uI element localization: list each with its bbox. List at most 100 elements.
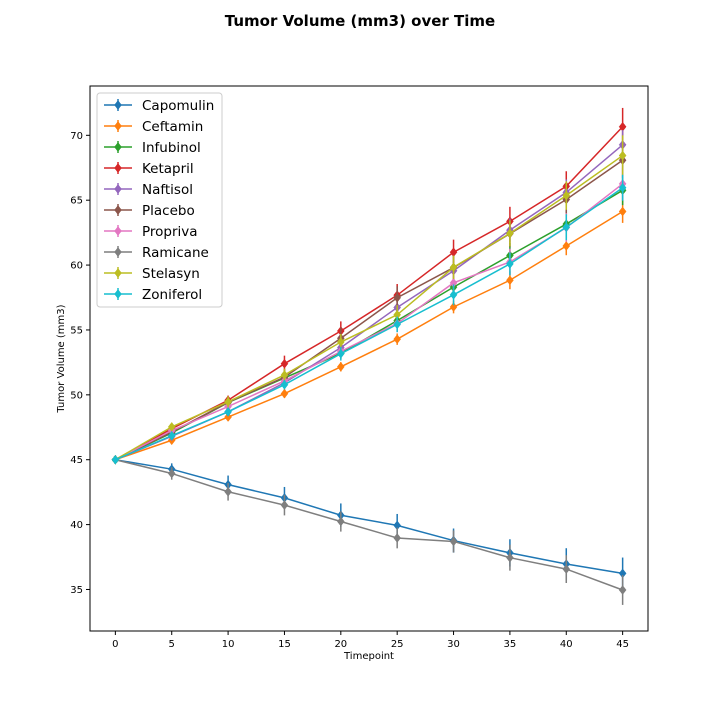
x-tick-label: 35: [504, 639, 517, 650]
legend-item-placebo: Placebo: [104, 203, 195, 219]
x-tick-label: 45: [616, 639, 629, 650]
data-point-zoniferol: [506, 258, 514, 269]
data-point-ramicane: [280, 500, 289, 511]
data-point-ramicane: [506, 552, 514, 563]
data-point-ceftamin: [280, 388, 289, 399]
data-point-zoniferol: [167, 430, 176, 441]
data-point-zoniferol: [562, 222, 571, 233]
legend-swatch-marker: [114, 184, 122, 194]
series-line-stelasyn: [114, 154, 624, 461]
legend-label: Capomulin: [142, 98, 214, 114]
y-tick-label: 50: [70, 390, 83, 401]
axes: 0 5 10 15 20 25 30 35 40 45 35 40 45 50 55 60 65 70: [70, 131, 629, 650]
data-point-ramicane: [224, 486, 232, 497]
y-tick-label: 35: [70, 585, 83, 596]
legend-swatch-marker: [114, 226, 122, 236]
series-line-ramicane: [115, 458, 623, 591]
legend-swatch-marker: [114, 247, 122, 257]
series-line-capomulin: [115, 458, 623, 575]
legend-label: Infubinol: [142, 140, 201, 156]
x-tick-label: 10: [222, 639, 235, 650]
series-line-zoniferol: [115, 187, 624, 461]
data-point-ketapril: [280, 358, 289, 369]
legend-label: Stelasyn: [142, 266, 200, 282]
data-point-zoniferol: [224, 406, 232, 417]
series-capomulin: [111, 454, 627, 590]
legend-swatch-marker: [114, 268, 122, 278]
data-point-zoniferol: [336, 348, 345, 359]
data-point-zoniferol: [449, 289, 458, 300]
data-point-stelasyn: [336, 337, 345, 347]
data-point-ramicane: [562, 564, 571, 575]
y-tick-label: 40: [70, 520, 83, 531]
data-point-ramicane: [618, 585, 627, 595]
series-line-ceftamin: [115, 210, 624, 461]
legend-label: Naftisol: [142, 182, 193, 198]
legend-item-ramicane: Ramicane: [104, 245, 209, 261]
chart-title: Tumor Volume (mm3) over Time: [225, 12, 495, 30]
y-tick-label: 65: [70, 196, 83, 207]
data-point-ceftamin: [618, 206, 627, 217]
x-tick-label: 20: [334, 639, 347, 650]
data-point-zoniferol: [280, 379, 289, 390]
legend-label: Propriva: [142, 224, 198, 240]
data-point-zoniferol: [393, 319, 402, 330]
legend-label: Ceftamin: [142, 119, 203, 135]
legend-item-ketapril: Ketapril: [104, 161, 194, 177]
plot-frame: [89, 85, 649, 632]
series-layer: [111, 107, 627, 605]
data-point-stelasyn: [562, 190, 571, 201]
data-point-stelasyn: [280, 370, 289, 380]
legend-label: Ramicane: [142, 245, 209, 261]
x-tick-label: 25: [391, 639, 404, 650]
x-axis-label: Timepoint: [343, 651, 394, 662]
legend-swatch-marker: [114, 142, 122, 152]
legend: Capomulin Ceftamin Infubinol Ketapril Naftis…: [96, 92, 223, 308]
y-tick-label: 70: [70, 131, 83, 142]
x-tick-label: 5: [169, 639, 175, 650]
data-point-ramicane: [336, 516, 345, 527]
legend-label: Zoniferol: [142, 287, 202, 303]
legend-swatch-marker: [114, 289, 122, 299]
data-point-ramicane: [167, 468, 176, 479]
data-point-zoniferol: [618, 182, 627, 193]
series-zoniferol: [111, 174, 627, 465]
data-point-zoniferol: [111, 454, 120, 465]
y-tick-label: 45: [70, 455, 83, 466]
legend-swatch-marker: [114, 100, 122, 110]
legend-item-stelasyn: Stelasyn: [104, 266, 200, 282]
legend-item-capomulin: Capomulin: [104, 98, 214, 114]
legend-swatch-marker: [114, 121, 122, 131]
x-tick-label: 15: [278, 639, 291, 650]
data-point-stelasyn: [224, 396, 232, 407]
legend-item-propriva: Propriva: [104, 224, 198, 240]
legend-label: Ketapril: [142, 161, 194, 177]
data-point-ceftamin: [336, 361, 345, 372]
data-point-stelasyn: [618, 150, 627, 161]
legend-swatch-marker: [114, 163, 122, 173]
y-tick-label: 60: [70, 261, 83, 272]
x-tick-label: 0: [112, 639, 118, 650]
data-point-ramicane: [393, 533, 402, 543]
legend-item-ceftamin: Ceftamin: [104, 119, 203, 135]
legend-swatch-marker: [114, 205, 122, 215]
x-tick-label: 40: [560, 639, 573, 650]
series-line-placebo: [115, 159, 624, 461]
data-point-ramicane: [449, 536, 458, 547]
series-stelasyn: [111, 135, 627, 465]
x-tick-label: 30: [447, 639, 460, 650]
y-tick-label: 55: [70, 325, 83, 336]
y-axis-label: Tumor Volume (mm3): [56, 304, 67, 413]
data-point-ceftamin: [449, 302, 458, 312]
series-ramicane: [111, 454, 627, 605]
data-point-stelasyn: [506, 228, 514, 239]
data-point-ceftamin: [562, 241, 571, 251]
legend-item-zoniferol: Zoniferol: [104, 287, 202, 303]
legend-label: Placebo: [142, 203, 195, 219]
data-point-stelasyn: [449, 262, 458, 273]
data-point-ceftamin: [506, 275, 514, 286]
data-point-ceftamin: [224, 412, 232, 422]
data-point-ceftamin: [393, 334, 402, 345]
